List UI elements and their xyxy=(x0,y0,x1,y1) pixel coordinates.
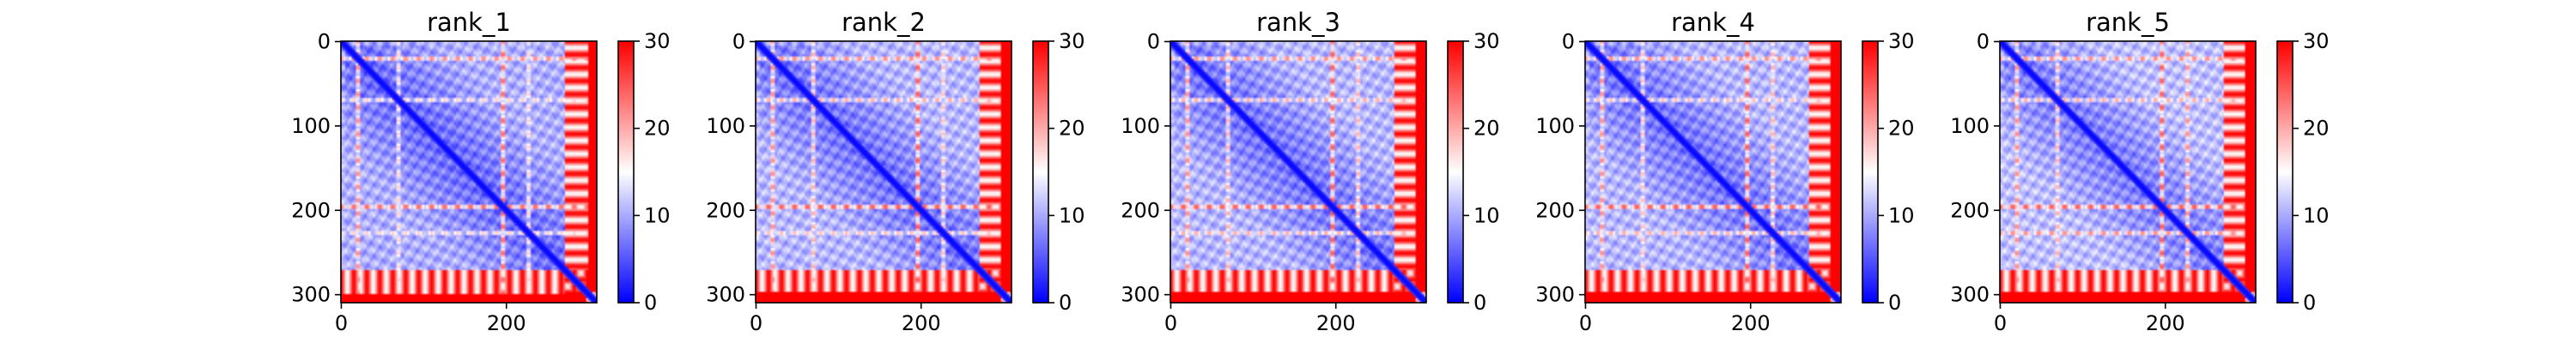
panel-title: rank_3 xyxy=(1256,8,1340,37)
panel-title: rank_2 xyxy=(841,8,926,37)
colorbar-tick-label: 0 xyxy=(1888,291,1901,315)
panel-title: rank_5 xyxy=(2086,8,2170,37)
x-tick-label: 0 xyxy=(1994,311,2007,335)
x-tick-label: 200 xyxy=(487,311,526,335)
colorbar-tick-label: 30 xyxy=(1888,29,1915,53)
y-tick-label: 100 xyxy=(1535,114,1575,138)
y-tick-label: 100 xyxy=(1950,114,1990,138)
colorbar xyxy=(1033,41,1048,303)
colorbar-tick-label: 20 xyxy=(1888,117,1915,141)
y-tick-label: 200 xyxy=(1121,198,1160,222)
colorbar-tick-label: 0 xyxy=(1473,291,1486,315)
colorbar-tick-label: 30 xyxy=(1473,29,1500,53)
y-tick-label: 200 xyxy=(1950,198,1990,222)
colorbar-tick-label: 20 xyxy=(644,117,671,141)
heatmap-frame xyxy=(1584,40,1842,304)
colorbar xyxy=(1862,41,1878,303)
heatmap-frame xyxy=(1999,40,2257,304)
colorbar xyxy=(618,41,634,303)
colorbar-frame xyxy=(1862,40,1879,304)
colorbar-tick-label: 20 xyxy=(1059,117,1085,141)
colorbar-frame xyxy=(617,40,635,304)
heatmap-frame xyxy=(1170,40,1427,304)
y-tick-label: 300 xyxy=(1121,283,1160,307)
heatmap-image xyxy=(1170,41,1426,303)
y-tick-label: 100 xyxy=(706,114,745,138)
y-tick-label: 0 xyxy=(1147,29,1160,53)
colorbar-frame xyxy=(1447,40,1464,304)
y-tick-label: 200 xyxy=(1535,198,1575,222)
y-tick-label: 0 xyxy=(318,29,331,53)
colorbar-tick-label: 30 xyxy=(2303,29,2330,53)
y-tick-label: 300 xyxy=(291,283,331,307)
x-tick-label: 0 xyxy=(1579,311,1592,335)
colorbar-frame xyxy=(2276,40,2293,304)
colorbar xyxy=(1448,41,1463,303)
colorbar-tick-label: 0 xyxy=(1059,291,1072,315)
colorbar-tick-label: 10 xyxy=(1473,203,1500,227)
y-tick-label: 0 xyxy=(1562,29,1575,53)
colorbar-tick-label: 30 xyxy=(644,29,671,53)
colorbar-tick-label: 10 xyxy=(1059,203,1085,227)
colorbar-tick-label: 20 xyxy=(1473,117,1500,141)
colorbar-frame xyxy=(1032,40,1049,304)
colorbar xyxy=(2277,41,2293,303)
x-tick-label: 200 xyxy=(1731,311,1771,335)
heatmap-image xyxy=(2000,41,2256,303)
x-tick-label: 0 xyxy=(750,311,762,335)
y-tick-label: 200 xyxy=(291,198,331,222)
colorbar-tick-label: 30 xyxy=(1059,29,1085,53)
heatmap-image xyxy=(341,41,597,303)
x-tick-label: 200 xyxy=(1316,311,1356,335)
colorbar-tick-label: 0 xyxy=(644,291,657,315)
colorbar-tick-label: 10 xyxy=(1888,203,1915,227)
colorbar-tick-label: 20 xyxy=(2303,117,2330,141)
x-tick-label: 200 xyxy=(902,311,941,335)
y-tick-label: 0 xyxy=(732,29,745,53)
heatmap-frame xyxy=(340,40,598,304)
heatmap-image xyxy=(756,41,1012,303)
x-tick-label: 200 xyxy=(2146,311,2185,335)
heatmap-image xyxy=(1585,41,1841,303)
colorbar-tick-label: 10 xyxy=(2303,203,2330,227)
y-tick-label: 0 xyxy=(1977,29,1990,53)
x-tick-label: 0 xyxy=(335,311,348,335)
y-tick-label: 100 xyxy=(291,114,331,138)
y-tick-label: 300 xyxy=(706,283,745,307)
x-tick-label: 0 xyxy=(1164,311,1177,335)
y-tick-label: 300 xyxy=(1950,283,1990,307)
y-tick-label: 300 xyxy=(1535,283,1575,307)
panel-title: rank_1 xyxy=(427,8,511,37)
heatmap-frame xyxy=(755,40,1012,304)
colorbar-tick-label: 0 xyxy=(2303,291,2316,315)
y-tick-label: 100 xyxy=(1121,114,1160,138)
y-tick-label: 200 xyxy=(706,198,745,222)
colorbar-tick-label: 10 xyxy=(644,203,671,227)
panel-title: rank_4 xyxy=(1671,8,1755,37)
